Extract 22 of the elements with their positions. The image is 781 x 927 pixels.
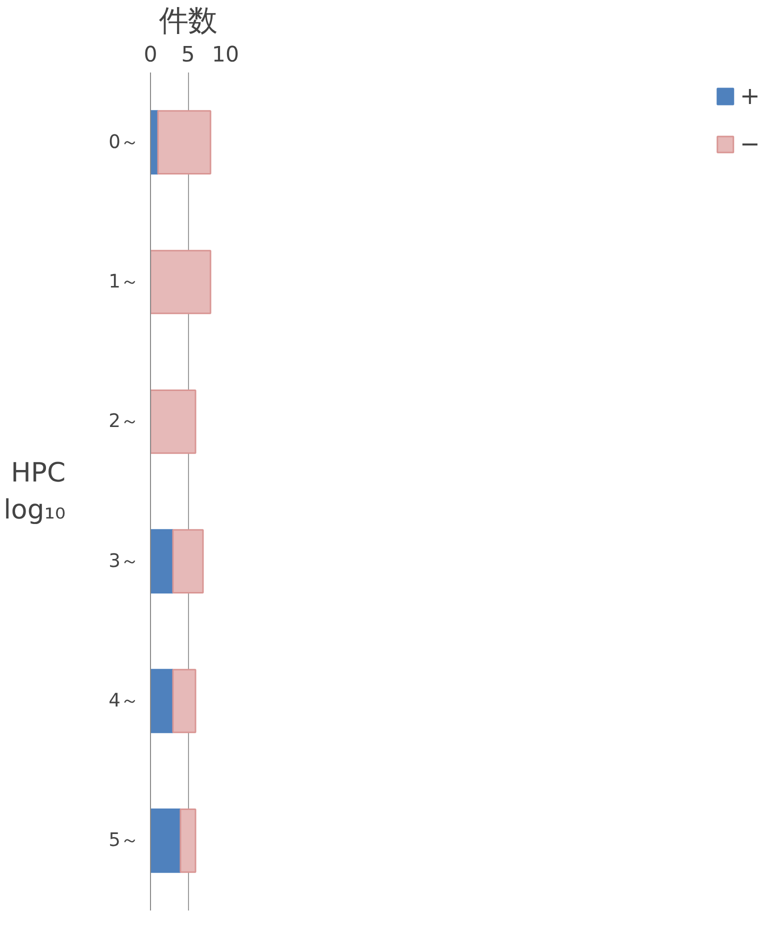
bar (150, 529, 174, 594)
y-tick-label: 0～ (108, 132, 140, 153)
x-axis-title: 件数 (159, 4, 217, 38)
legend-label: + (740, 82, 760, 110)
bar (150, 389, 196, 454)
y-tick-label: 1～ (108, 272, 140, 292)
y-tick-label: 4～ (108, 690, 140, 712)
y-axis-title: HPC log₁₀ (4, 457, 66, 526)
y-tick-label: 2～ (108, 411, 140, 432)
bar (150, 250, 212, 314)
bar (157, 110, 212, 175)
x-tick-label: 10 (212, 42, 240, 68)
x-tick-label: 5 (181, 42, 195, 68)
bar (172, 529, 204, 594)
legend-label: − (740, 130, 760, 158)
y-tick-label: 5～ (108, 830, 140, 852)
bar (150, 668, 174, 734)
bar (180, 808, 196, 873)
x-tick-label: 0 (144, 42, 158, 68)
bar (150, 808, 182, 873)
bar (172, 668, 196, 734)
y-tick-label: 3～ (108, 550, 140, 572)
